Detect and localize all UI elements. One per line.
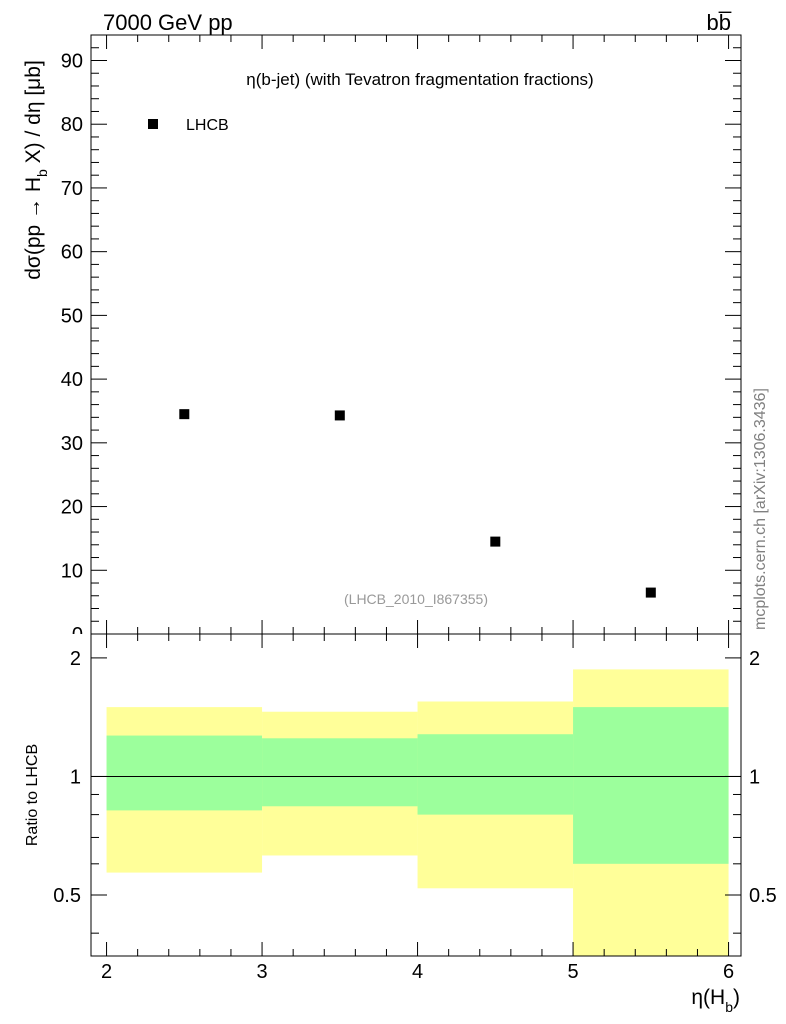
legend-label: LHCB: [186, 117, 229, 134]
y-tick-label: 80: [61, 114, 83, 136]
inner-band: [417, 734, 574, 815]
ratio-y-tick-label-right: 0.5: [749, 885, 777, 907]
ratio-y-tick-label-right: 1: [749, 766, 760, 788]
chart-title: η(b-jet) (with Tevatron fragmentation fr…: [246, 70, 593, 89]
ratio-ticks: 0.5 0.5 1 1 2 2 2 3 4 5 6: [53, 634, 777, 983]
y-tick-label: 50: [61, 305, 83, 327]
x-tick-label: 2: [101, 961, 112, 983]
y-tick-label: 20: [61, 497, 83, 519]
main-plot: 10 20 30 40 50 60 70 80 90 0 η(b-jet) (with Tevat…: [22, 34, 742, 646]
legend: LHCB: [148, 117, 229, 134]
process-label: bb̅: [707, 10, 732, 35]
data-point: [179, 409, 190, 420]
main-markers: [179, 409, 656, 598]
data-annotation: (LHCB_2010_I867355): [344, 591, 488, 607]
y-tick-label: 10: [61, 560, 83, 582]
y-tick-label: 60: [61, 242, 83, 264]
watermark: mcplots.cern.ch [arXiv:1306.3436]: [752, 388, 769, 630]
inner-band: [262, 738, 418, 807]
ratio-y-axis-label: Ratio to LHCB: [24, 744, 41, 846]
ratio-y-tick-label: 2: [70, 648, 81, 670]
data-point: [645, 587, 656, 598]
main-y-axis-label: dσ(pp → Hb X) / dη [μb]: [22, 60, 50, 280]
y-tick-label-zero: 0: [72, 624, 83, 646]
x-tick-label: 5: [567, 961, 578, 983]
y-tick-label: 70: [61, 178, 83, 200]
legend-marker: [148, 119, 158, 129]
y-tick-label: 40: [61, 369, 83, 391]
ratio-y-tick-label: 1: [70, 766, 81, 788]
energy-label: 7000 GeV pp: [103, 10, 233, 35]
y-tick-label: 30: [61, 433, 83, 455]
data-point: [490, 536, 501, 547]
x-tick-label: 4: [412, 961, 423, 983]
inner-band: [106, 735, 263, 811]
ratio-plot: 0.5 0.5 1 1 2 2 2 3 4 5 6 Ratio to LHCB η(Hb): [24, 633, 777, 1015]
x-tick-label: 3: [256, 961, 267, 983]
inner-band: [573, 707, 729, 864]
ratio-y-tick-label: 0.5: [53, 885, 81, 907]
data-point: [334, 410, 345, 421]
main-ticks: 10 20 30 40 50 60 70 80 90 0: [61, 34, 741, 646]
x-tick-label: 6: [723, 961, 734, 983]
x-axis-label: η(Hb): [691, 986, 740, 1015]
ratio-frame: [90, 633, 742, 957]
ratio-y-tick-label-right: 2: [749, 648, 760, 670]
y-tick-label: 90: [61, 50, 83, 72]
ratio-bands: [106, 669, 729, 956]
